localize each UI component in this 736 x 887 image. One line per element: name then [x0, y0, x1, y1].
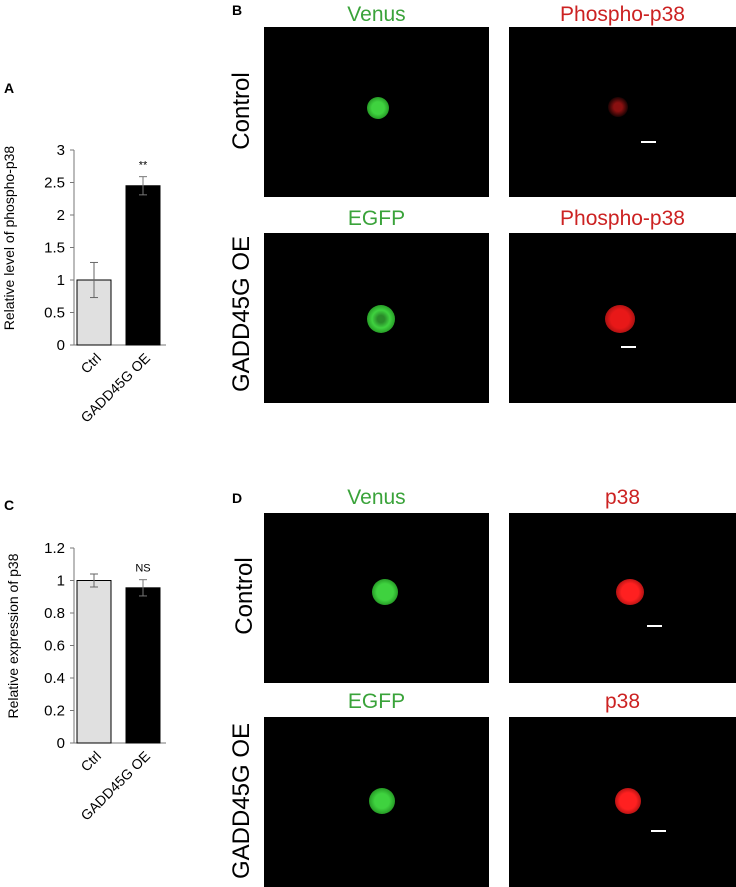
micrograph-b-gadd-phospho: [509, 233, 736, 403]
row-label-d1: Control: [231, 557, 258, 635]
y-tick-label-c: 0.4: [44, 670, 65, 687]
y-axis-label-a: Relative level of phospho-p38: [1, 145, 17, 331]
significance-label-c: NS: [135, 563, 150, 575]
x-category-label-c-0: Ctrl: [77, 748, 104, 775]
bar-c-0: [76, 580, 112, 744]
green-cell: [369, 788, 395, 814]
bar-a-1: [125, 185, 161, 346]
y-tick-label-a: 0: [57, 337, 65, 354]
y-tick-label-c: 1.2: [44, 540, 65, 557]
red-cell: [615, 788, 641, 814]
y-tick-label-c: 0.8: [44, 605, 65, 622]
y-tick-label-a: 0.5: [44, 305, 65, 322]
green-cell: [367, 97, 389, 119]
micrograph-d-gadd-p38: [509, 717, 736, 887]
scale-bar: [651, 830, 666, 832]
panel-letter-b: B: [232, 2, 243, 18]
bar-c-1: [125, 587, 161, 744]
y-tick-label-c: 0: [57, 735, 65, 752]
significance-label-a: **: [139, 160, 148, 172]
row-label-b1: Control: [228, 72, 255, 150]
y-tick-label-c: 1: [57, 573, 65, 590]
channel-label-b1-red: Phospho-p38: [560, 3, 685, 26]
micrograph-d-gadd-egfp: [264, 717, 489, 887]
channel-label-d1-red: p38: [604, 486, 641, 509]
channel-label-d2-green: EGFP: [347, 690, 406, 713]
row-label-b2: GADD45G OE: [228, 235, 255, 392]
channel-label-b2-green: EGFP: [347, 207, 406, 230]
micrograph-d-control-p38: [509, 513, 736, 683]
y-tick-label-a: 3: [57, 142, 65, 159]
micrograph-d-control-venus: [264, 513, 489, 683]
micrograph-b-control-venus: [264, 27, 489, 197]
scale-bar: [647, 625, 662, 627]
scale-bar: [621, 346, 636, 348]
red-cell: [605, 305, 635, 333]
channel-label-d1-green: Venus: [347, 486, 406, 509]
channel-label-b2-red: Phospho-p38: [560, 207, 685, 230]
y-axis-label-c: Relative expression of p38: [5, 553, 21, 719]
y-tick-label-a: 2: [57, 207, 65, 224]
micrograph-b-gadd-egfp: [264, 233, 489, 403]
row-label-d2: GADD45G OE: [228, 722, 255, 879]
y-tick-label-a: 2.5: [44, 175, 65, 192]
panel-letter-c: C: [4, 497, 15, 513]
x-category-label-a-0: Ctrl: [77, 350, 104, 377]
red-cell: [616, 579, 644, 605]
y-tick-label-c: 0.6: [44, 638, 65, 655]
panel-letter-a: A: [4, 80, 15, 96]
y-tick-label-c: 0.2: [44, 703, 65, 720]
red-cell: [608, 97, 628, 117]
scale-bar: [641, 141, 656, 143]
green-cell: [372, 579, 398, 605]
channel-label-d2-red: p38: [604, 690, 641, 713]
y-tick-label-a: 1.5: [44, 240, 65, 257]
panel-letter-d: D: [232, 490, 243, 506]
green-cell: [367, 305, 395, 333]
micrograph-b-control-phospho: [509, 27, 736, 197]
y-tick-label-a: 1: [57, 272, 65, 289]
channel-label-b1-green: Venus: [347, 3, 406, 26]
